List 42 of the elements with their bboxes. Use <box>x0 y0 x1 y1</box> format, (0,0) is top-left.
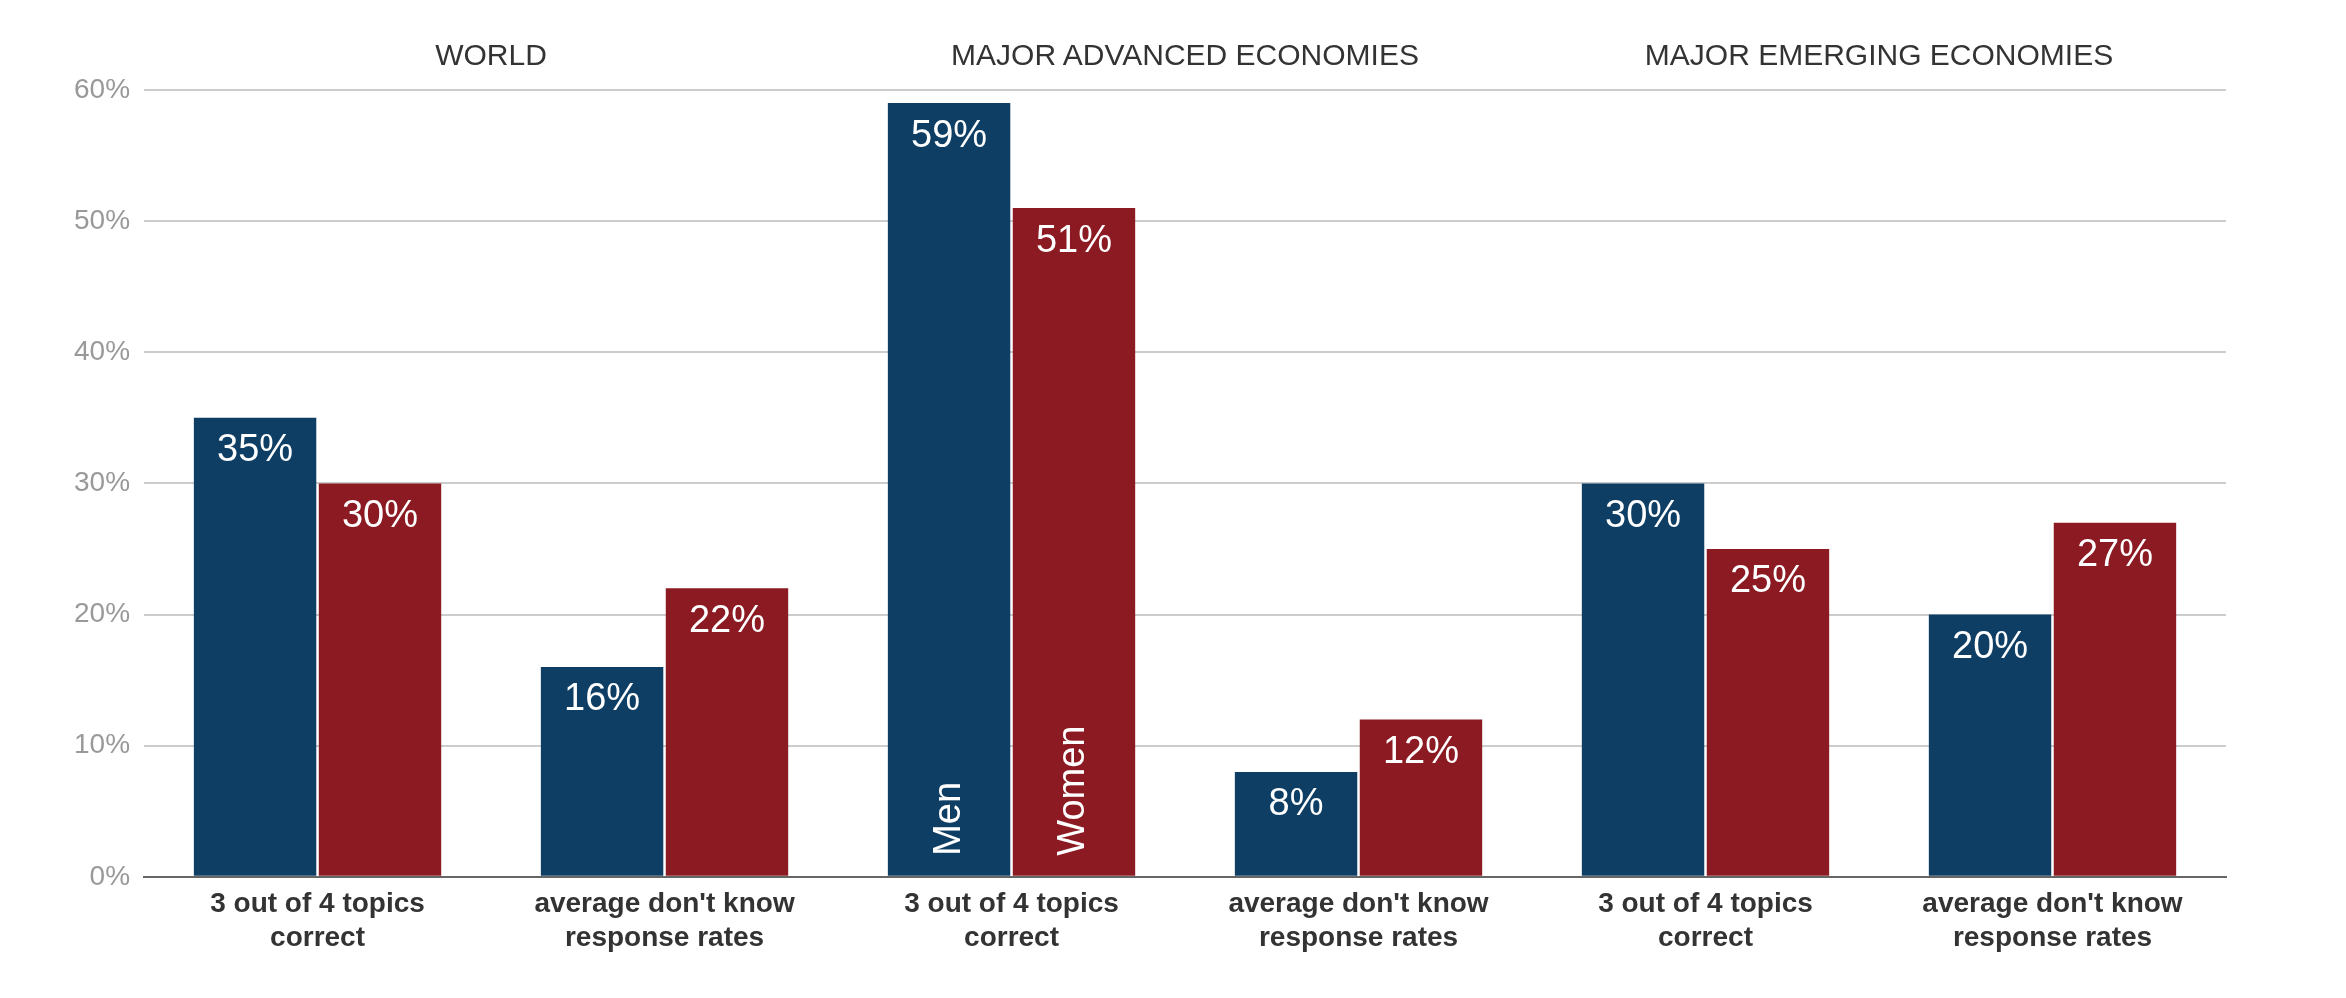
x-tick-label: 3 out of 4 topics correct <box>210 887 425 952</box>
y-tick-label: 60% <box>73 72 131 104</box>
y-tick-label: 40% <box>73 334 131 366</box>
data-label: 27% <box>2076 532 2153 575</box>
bar <box>665 588 789 876</box>
data-label: 16% <box>564 676 641 719</box>
data-label: 12% <box>1382 728 1460 771</box>
data-label: 51% <box>1035 217 1113 260</box>
series-label: Women <box>1050 725 1093 856</box>
y-tick-label: 50% <box>73 203 131 235</box>
text: MAJOR EMERGING ECONOMIES <box>1644 38 2114 72</box>
data-label: 30% <box>341 492 419 535</box>
data-label: 25% <box>1729 558 1806 601</box>
x-tick-label: average don't know response rates <box>1228 887 1489 952</box>
y-tick-label: 10% <box>73 728 131 760</box>
bar <box>1581 483 1705 876</box>
bar <box>1706 548 1830 876</box>
x-tick-label: average don't know response rates <box>1922 887 2183 952</box>
bar <box>193 417 317 876</box>
data-label: 22% <box>688 597 766 640</box>
bar <box>318 483 442 876</box>
text: WORLD <box>435 38 547 72</box>
x-tick-label: average don't know response rates <box>534 887 795 952</box>
bar <box>1234 771 1358 876</box>
series-label: Men <box>925 781 968 856</box>
data-label: 59% <box>911 112 988 155</box>
bar <box>1928 614 2052 876</box>
y-tick-label: 20% <box>73 597 131 629</box>
bar <box>887 103 1011 876</box>
y-tick-label: 0% <box>89 859 131 891</box>
data-label: 20% <box>1952 624 2029 667</box>
data-label: 8% <box>1268 781 1324 824</box>
data-label: 30% <box>1605 492 1682 535</box>
bar <box>1359 719 1483 876</box>
x-tick-label: 3 out of 4 topics correct <box>1598 887 1813 952</box>
x-tick-label: 3 out of 4 topics correct <box>904 887 1119 952</box>
data-label: 35% <box>217 427 294 470</box>
y-tick-label: 30% <box>73 466 131 498</box>
text: MAJOR ADVANCED ECONOMIES <box>951 38 1419 72</box>
bar <box>1012 208 1136 876</box>
bar <box>540 666 664 876</box>
bar <box>2053 522 2177 876</box>
